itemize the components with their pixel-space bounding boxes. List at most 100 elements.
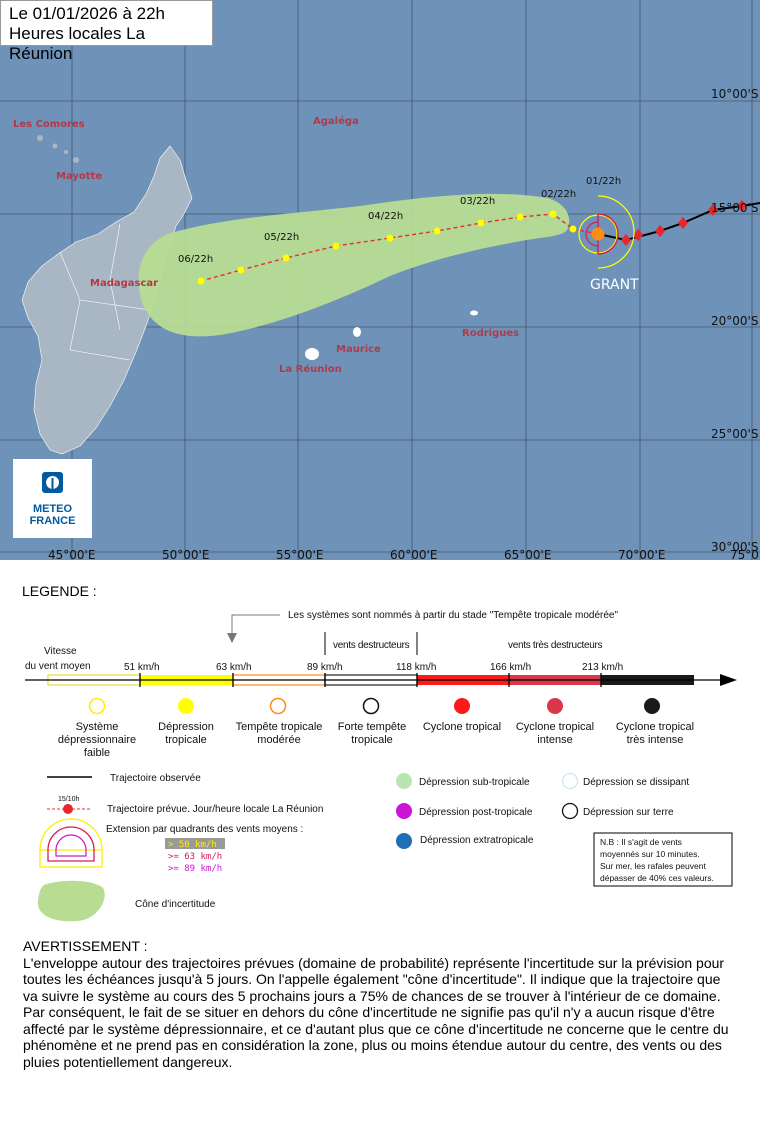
very-destructive-winds-label: vents très destructeurs — [508, 640, 603, 651]
symbol-weak-system-icon — [88, 697, 106, 715]
category-symbols — [88, 697, 660, 715]
forecast-label-05: 05/22h — [264, 232, 299, 243]
post-tropical-depression-label: Dépression post-tropicale — [419, 807, 533, 818]
current-storm-position — [591, 227, 605, 241]
logo-line-2: FRANCE — [29, 515, 76, 527]
symbol-severe-storm-icon — [362, 697, 380, 715]
label-maurice: Maurice — [336, 344, 381, 355]
lat-label-15: 15°00'S — [711, 201, 758, 215]
symbol-intense-cyclone-icon — [547, 698, 563, 714]
forecast-track-point-icon — [63, 804, 73, 814]
symbol-very-intense-cyclone-icon — [644, 698, 660, 714]
quadrant-63-label: >= 63 km/h — [168, 852, 222, 862]
threshold-166: 166 km/h — [490, 662, 531, 673]
lat-label-30: 30°00'S — [711, 540, 758, 554]
category-4-line1: Cyclone tropical — [423, 721, 501, 733]
forecast-label-06: 06/22h — [178, 254, 213, 265]
label-mayotte: Mayotte — [56, 171, 102, 182]
forecast-sample-label: 15/10h — [58, 796, 80, 803]
bulletin-header: Le 01/01/2026 à 22h Heures locales La Ré… — [0, 0, 213, 63]
label-les-comores: Les Comores — [13, 119, 85, 130]
warning-title: AVERTISSEMENT : — [23, 938, 148, 954]
meteo-france-logo: METEO FRANCE — [13, 459, 92, 538]
speed-label-line1: Vitesse — [44, 646, 77, 657]
comoros-islands — [37, 135, 79, 163]
quadrant-89-label: >= 89 km/h — [168, 864, 222, 874]
lat-label-25: 25°00'S — [711, 427, 758, 441]
land-depression-icon — [561, 802, 579, 820]
nb-line-1: N.B : Il s'agit de vents — [600, 837, 682, 847]
legend-title: LEGENDE : — [22, 583, 97, 599]
nb-line-4: dépasser de 40% ces valeurs. — [600, 873, 714, 883]
category-1-line1: Dépression — [158, 721, 214, 733]
subtropical-depression-icon — [396, 773, 412, 789]
category-3-line2: tropicale — [351, 734, 393, 746]
storm-name: GRANT — [590, 277, 639, 293]
legend-canvas: LEGENDE : Les systèmes sont nommés à par… — [22, 583, 737, 922]
cone-label: Cône d'incertitude — [135, 899, 216, 910]
threshold-51: 51 km/h — [124, 662, 160, 673]
lon-label-75: 75°0 — [730, 548, 759, 560]
lat-label-10: 10°00'S — [711, 87, 758, 101]
wind-scale-bar — [25, 673, 737, 687]
dissipating-depression-label: Dépression se dissipant — [583, 777, 689, 788]
lon-label-70: 70°00'E — [618, 548, 665, 560]
destructive-winds-label: vents destructeurs — [333, 640, 410, 651]
observed-track-label: Trajectoire observée — [110, 773, 201, 784]
uncertainty-cone — [138, 193, 570, 337]
meteo-france-emblem-icon — [42, 472, 63, 493]
post-tropical-depression-icon — [396, 803, 412, 819]
category-1-line2: tropicale — [165, 734, 207, 746]
bulletin-timezone: Heures locales La Réunion — [9, 24, 146, 63]
naming-note: Les systèmes sont nommés à partir du sta… — [288, 610, 618, 621]
category-0-line3: faible — [84, 747, 110, 759]
symbol-moderate-storm-icon — [269, 697, 287, 715]
forecast-label-04: 04/22h — [368, 211, 403, 222]
threshold-213: 213 km/h — [582, 662, 623, 673]
mascarene-islands — [305, 310, 478, 360]
quadrant-50-swatch — [165, 838, 225, 849]
category-5-line2: intense — [537, 734, 572, 746]
category-0-line2: dépressionnaire — [58, 734, 136, 746]
observed-positions — [621, 200, 747, 246]
extratropical-depression-label: Dépression extratropicale — [420, 835, 534, 846]
label-agalega: Agaléga — [313, 115, 359, 127]
naming-note-arrow — [231, 614, 280, 635]
forecast-positions — [197, 210, 577, 285]
bulletin-date: Le 01/01/2026 à 22h — [9, 4, 165, 23]
threshold-118: 118 km/h — [396, 662, 436, 673]
forecast-label-03: 03/22h — [460, 196, 495, 207]
threshold-63: 63 km/h — [216, 662, 252, 673]
lon-label-65: 65°00'E — [504, 548, 551, 560]
category-3-line1: Forte tempête — [338, 721, 406, 733]
extratropical-depression-icon — [396, 833, 412, 849]
label-madagascar: Madagascar — [90, 278, 158, 289]
label-rodrigues: Rodrigues — [462, 328, 519, 339]
category-6-line1: Cyclone tropical — [616, 721, 694, 733]
category-5-line1: Cyclone tropical — [516, 721, 594, 733]
lon-label-55: 55°00'E — [276, 548, 323, 560]
nb-box — [593, 832, 733, 887]
nb-line-2: moyennés sur 10 minutes. — [600, 849, 700, 859]
logo-line-1: METEO — [32, 503, 73, 515]
forecast-label-02: 02/22h — [541, 189, 576, 200]
cone-symbol — [37, 880, 105, 922]
forecast-track-label: Trajectoire prévue. Jour/heure locale La… — [107, 804, 323, 815]
symbol-tropical-depression-icon — [178, 698, 194, 714]
land-depression-label: Dépression sur terre — [583, 807, 674, 818]
warning-paragraph-2: Par conséquent, le fait de se situer en … — [23, 1004, 729, 1070]
warning-paragraph-1: L'enveloppe autour des trajectoires prév… — [23, 954, 725, 1004]
quadrant-50-label: > 50 km/h — [168, 840, 217, 850]
category-2-line2: modérée — [257, 734, 300, 746]
lon-label-45: 45°00'E — [48, 548, 95, 560]
subtropical-depression-label: Dépression sub-tropicale — [419, 777, 530, 788]
lat-label-20: 20°00'S — [711, 314, 758, 328]
threshold-89: 89 km/h — [307, 662, 343, 673]
lon-label-60: 60°00'E — [390, 548, 437, 560]
speed-label-line2: du vent moyen — [25, 661, 91, 672]
naming-note-arrowhead-icon — [227, 633, 237, 643]
warning-section: AVERTISSEMENT : L'enveloppe autour des t… — [23, 938, 735, 1070]
category-0-line1: Système — [76, 721, 119, 733]
dissipating-depression-icon — [561, 772, 579, 790]
category-6-line2: très intense — [627, 734, 684, 746]
